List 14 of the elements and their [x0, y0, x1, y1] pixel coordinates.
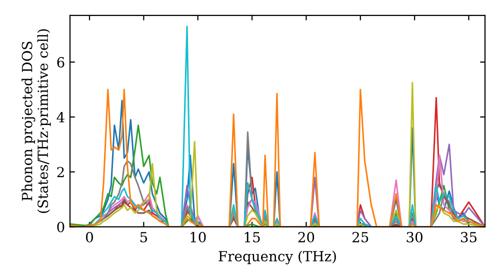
- y-tick-label: 2: [57, 166, 64, 178]
- y-tick-label: 6: [57, 57, 64, 68]
- x-tick-label: 20: [298, 232, 314, 242]
- x-tick-label: 30: [406, 232, 422, 242]
- x-tick-label: 15: [244, 232, 260, 242]
- y-tick-label: 0: [57, 222, 64, 232]
- x-tick-label: 35: [460, 232, 477, 242]
- x-axis-title: Frequency (THz): [218, 250, 336, 264]
- x-tick-label: 0: [86, 232, 93, 242]
- x-tick-label: 25: [352, 232, 368, 242]
- y-axis-title: Phonon projected DOS (States/THz·primitive cell): [22, 29, 51, 213]
- x-tick-label: 5: [140, 232, 148, 242]
- y-tick-label: 4: [56, 112, 64, 122]
- x-tick-label: 10: [190, 232, 206, 242]
